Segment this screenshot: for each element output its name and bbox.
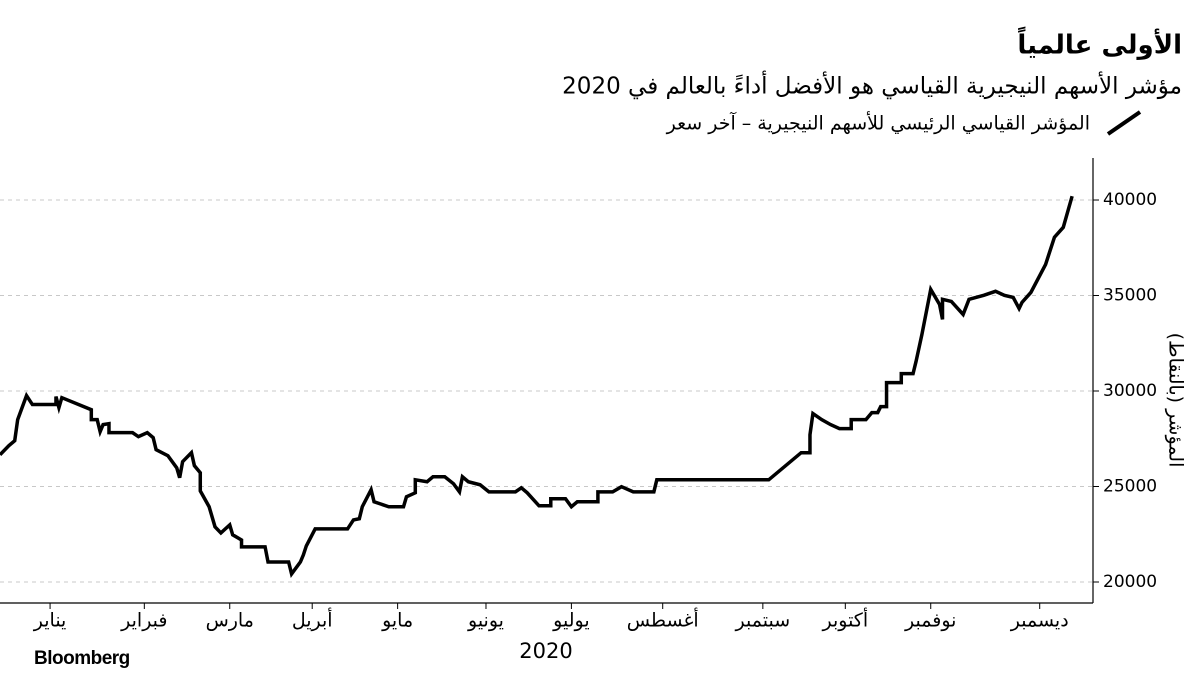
y-tick-label: 35000 — [1103, 286, 1157, 306]
x-axis-title: 2020 — [519, 639, 572, 663]
x-tick-label: سبتمبر — [735, 610, 791, 632]
x-tick-label: أبريل — [292, 608, 333, 632]
y-axis-title: المؤشر (بالنقاط) — [1165, 333, 1187, 468]
x-tick-label: أكتوبر — [821, 608, 868, 632]
chart-title: الأولى عالمياً — [1017, 26, 1182, 61]
x-tick-label: يونيو — [467, 610, 504, 632]
y-tick-label: 40000 — [1103, 190, 1157, 210]
x-tick-label: نوفمبر — [904, 610, 956, 632]
y-tick-label: 20000 — [1103, 572, 1157, 592]
y-tick-label: 30000 — [1103, 381, 1157, 401]
x-tick-label: يوليو — [552, 610, 589, 632]
x-tick-label: يناير — [33, 610, 67, 632]
legend-label: المؤشر القياسي الرئيسي للأسهم النيجيرية … — [666, 111, 1090, 135]
x-tick-label: فبراير — [120, 610, 167, 632]
source-label: Bloomberg — [34, 648, 130, 669]
legend-swatch — [1106, 110, 1142, 136]
x-tick-label: مايو — [381, 610, 413, 632]
x-tick-label: مارس — [206, 610, 254, 632]
x-tick-label: ديسمبر — [1010, 610, 1069, 632]
x-tick-label: أغسطس — [627, 608, 699, 632]
y-tick-label: 25000 — [1103, 476, 1157, 496]
data-line — [0, 195, 1074, 579]
chart-subtitle: مؤشر الأسهم النيجيرية القياسي هو الأفضل … — [562, 71, 1182, 100]
